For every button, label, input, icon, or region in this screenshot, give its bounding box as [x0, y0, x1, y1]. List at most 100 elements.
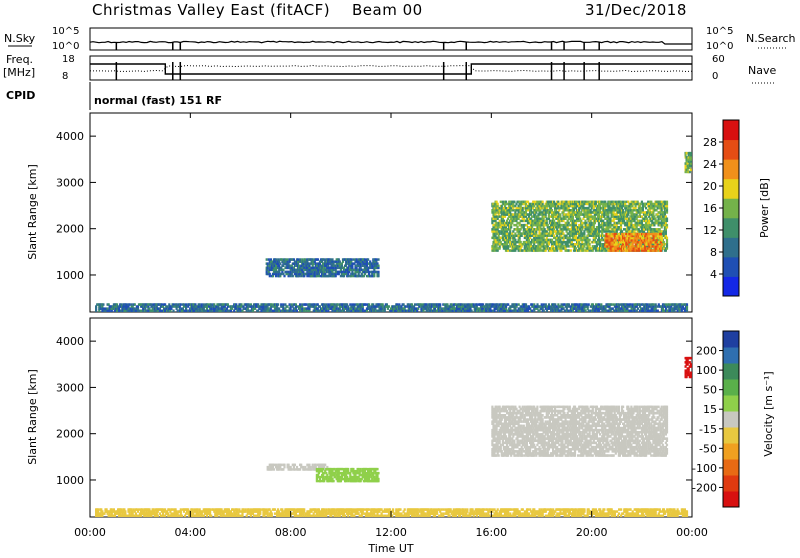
- scatter-cell: [574, 220, 576, 223]
- scatter-cell: [414, 303, 416, 306]
- scatter-cell: [201, 303, 203, 306]
- scatter-cell: [187, 310, 189, 313]
- scatter-cell: [339, 260, 341, 263]
- scatter-cell: [352, 258, 354, 261]
- freq-unit: [MHz]: [3, 66, 35, 79]
- scatter-cell: [568, 303, 570, 306]
- scatter-cell: [649, 237, 651, 240]
- scatter-cell: [612, 233, 614, 236]
- scatter-cell: [589, 239, 591, 242]
- scatter-cell: [501, 211, 503, 214]
- scatter-cell: [660, 211, 662, 214]
- scatter-cell: [496, 241, 498, 244]
- scatter-cell: [531, 211, 533, 214]
- scatter-cell: [625, 205, 627, 208]
- scatter-cell: [666, 201, 668, 204]
- scatter-cell: [666, 241, 668, 244]
- scatter-cell: [605, 233, 607, 236]
- scatter-cell: [248, 310, 250, 313]
- scatter-cell: [269, 273, 271, 276]
- scatter-cell: [574, 243, 576, 246]
- scatter-cell: [317, 258, 319, 261]
- scatter-cell: [228, 310, 230, 313]
- scatter-cell: [296, 310, 298, 313]
- scatter-cell: [282, 303, 284, 306]
- scatter-cell: [519, 201, 521, 204]
- nsearch-tick-top: 10^5: [706, 26, 733, 37]
- scatter-cell: [507, 303, 509, 306]
- scatter-cell: [598, 222, 600, 225]
- scatter-cell: [499, 232, 501, 235]
- scatter-cell: [496, 222, 498, 225]
- beam-label: Beam 00: [352, 1, 423, 19]
- scatter-cell: [516, 303, 518, 306]
- scatter-cell: [525, 303, 527, 306]
- scatter-cell: [652, 211, 654, 214]
- scatter-cell: [664, 211, 666, 214]
- scatter-cell: [608, 211, 610, 214]
- scatter-cell: [377, 271, 379, 274]
- scatter-cell: [271, 303, 273, 306]
- scatter-cell: [570, 249, 572, 252]
- scatter-cell: [340, 310, 342, 313]
- scatter-cell: [594, 209, 596, 212]
- scatter-cell: [630, 222, 632, 225]
- scatter-cell: [594, 222, 596, 225]
- cpid-value: normal (fast) 151 RF: [94, 94, 222, 107]
- scatter-cell: [645, 207, 647, 210]
- scatter-cell: [551, 211, 553, 214]
- scatter-cell: [578, 241, 580, 244]
- scatter-cell: [597, 247, 599, 250]
- scatter-cell: [278, 307, 280, 310]
- station-title: Christmas Valley East (fitACF): [92, 1, 330, 19]
- scatter-cell: [583, 232, 585, 235]
- scatter-cell: [506, 232, 508, 235]
- scatter-cell: [559, 213, 561, 216]
- scatter-cell: [655, 303, 657, 306]
- scatter-cell: [666, 237, 668, 240]
- scatter-cell: [640, 211, 642, 214]
- scatter-cell: [639, 220, 641, 223]
- cpid-label: CPID: [6, 89, 35, 102]
- scatter-cell: [506, 310, 508, 313]
- nsky-label: N.Sky: [4, 32, 36, 45]
- scatter-cell: [353, 303, 355, 306]
- scatter-cell: [305, 303, 307, 306]
- scatter-cell: [595, 201, 597, 204]
- scatter-cell: [104, 307, 106, 310]
- scatter-cell: [503, 220, 505, 223]
- scatter-cell: [295, 303, 297, 306]
- scatter-cell: [506, 203, 508, 206]
- scatter-cell: [350, 258, 352, 261]
- scatter-cell: [666, 218, 668, 221]
- scatter-cell: [666, 211, 668, 214]
- scatter-cell: [499, 215, 501, 218]
- scatter-cell: [575, 222, 577, 225]
- scatter-cell: [279, 262, 281, 265]
- scatter-cell: [518, 303, 520, 306]
- scatter-cell: [542, 201, 544, 204]
- scatter-cell: [377, 265, 379, 268]
- scatter-cell: [522, 232, 524, 235]
- scatter-cell: [665, 232, 667, 235]
- scatter-cell: [600, 303, 602, 306]
- scatter-cell: [439, 303, 441, 306]
- scatter-cell: [639, 303, 641, 306]
- scatter-cell: [546, 218, 548, 221]
- nsearch-tick-bottom: 10^0: [706, 41, 733, 52]
- scatter-cell: [581, 241, 583, 244]
- scatter-cell: [516, 226, 518, 229]
- scatter-cell: [531, 215, 533, 218]
- scatter-cell: [618, 303, 620, 306]
- scatter-cell: [585, 310, 587, 313]
- scatter-cell: [364, 310, 366, 313]
- nave-tick-bottom: 0: [712, 71, 718, 82]
- scatter-cell: [626, 222, 628, 225]
- scatter-cell: [304, 258, 306, 261]
- scatter-cell: [547, 224, 549, 227]
- scatter-cell: [588, 303, 590, 306]
- scatter-cell: [471, 310, 473, 313]
- scatter-cell: [411, 303, 413, 306]
- scatter-cell: [668, 303, 670, 306]
- scatter-cell: [632, 303, 634, 306]
